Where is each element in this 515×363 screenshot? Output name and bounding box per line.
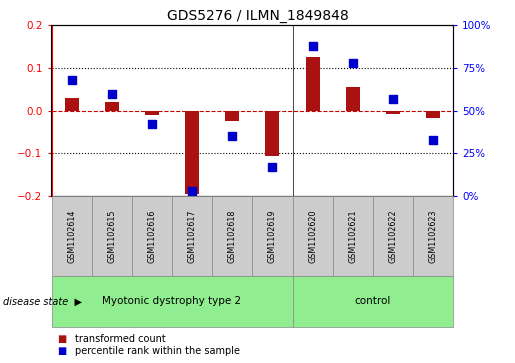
Text: GSM1102621: GSM1102621 [348, 209, 357, 263]
Bar [145, 111, 159, 115]
Bar [346, 87, 360, 111]
Bar [386, 111, 400, 114]
Bar [64, 98, 79, 111]
Text: GSM1102620: GSM1102620 [308, 209, 317, 263]
Bar [105, 102, 119, 111]
Bar [185, 111, 199, 194]
Text: GSM1102623: GSM1102623 [428, 209, 438, 263]
Text: GSM1102615: GSM1102615 [107, 209, 116, 263]
Text: control: control [355, 296, 391, 306]
Point [67, 77, 76, 83]
Text: transformed count: transformed count [75, 334, 165, 344]
Point [389, 96, 397, 102]
Point [228, 133, 236, 139]
Bar [426, 111, 440, 118]
Text: GSM1102614: GSM1102614 [67, 209, 76, 263]
Bar [265, 111, 280, 155]
Text: GSM1102617: GSM1102617 [187, 209, 197, 263]
Bar [305, 57, 320, 111]
Bar [225, 111, 239, 121]
Text: GDS5276 / ILMN_1849848: GDS5276 / ILMN_1849848 [167, 9, 348, 23]
Point [429, 137, 437, 143]
Text: GSM1102618: GSM1102618 [228, 209, 237, 263]
Text: ■: ■ [57, 346, 66, 356]
Point [349, 60, 357, 66]
Point [148, 122, 156, 127]
Point [268, 164, 277, 170]
Text: percentile rank within the sample: percentile rank within the sample [75, 346, 239, 356]
Text: GSM1102616: GSM1102616 [147, 209, 157, 263]
Text: disease state  ▶: disease state ▶ [3, 296, 81, 306]
Point [108, 91, 116, 97]
Text: GSM1102619: GSM1102619 [268, 209, 277, 263]
Point [188, 188, 196, 194]
Text: ■: ■ [57, 334, 66, 344]
Text: GSM1102622: GSM1102622 [388, 209, 398, 263]
Point [308, 43, 317, 49]
Text: Myotonic dystrophy type 2: Myotonic dystrophy type 2 [102, 296, 242, 306]
